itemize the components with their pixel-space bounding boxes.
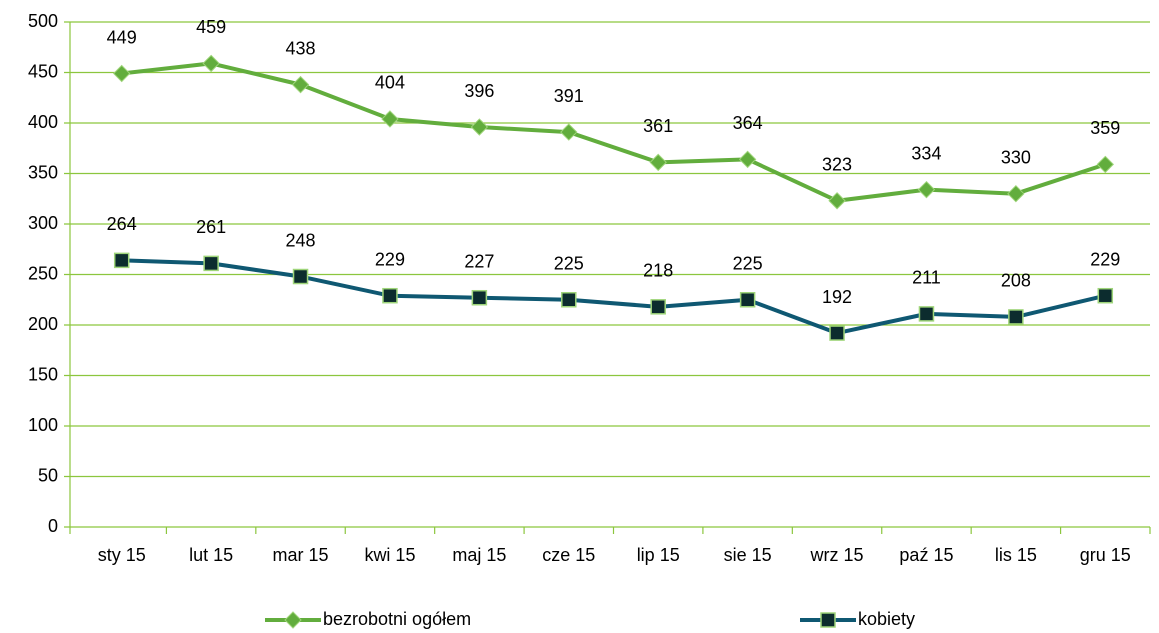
data-label: 396 [464,81,494,101]
data-label: 211 [912,268,941,288]
data-label: 229 [1090,249,1120,269]
marker [649,153,667,172]
series-line [121,61,1106,203]
x-tick-label: maj 15 [452,545,506,565]
data-label: 438 [286,38,316,58]
y-tick-label: 400 [28,112,58,132]
data-label: 264 [107,214,137,234]
data-label: 449 [107,27,137,47]
marker [470,118,489,136]
y-tick-label: 50 [38,465,58,485]
data-label: 227 [464,251,494,271]
data-label: 225 [554,254,584,274]
marker [650,299,666,315]
y-tick-label: 450 [28,61,58,81]
x-tick-label: kwi 15 [364,545,415,565]
y-tick-label: 300 [28,213,58,233]
series-line [121,258,1106,336]
data-label: 404 [375,73,405,93]
x-tick-label: paź 15 [899,545,953,565]
y-tick-label: 250 [28,263,58,283]
marker [292,268,309,285]
marker [560,123,578,141]
x-tick-label: lip 15 [637,545,680,565]
marker [828,192,846,210]
marker [561,292,577,308]
marker [113,252,130,269]
x-tick-label: sie 15 [724,545,772,565]
marker [382,287,398,304]
x-tick-label: gru 15 [1080,545,1131,565]
y-tick-label: 200 [28,314,58,334]
x-tick-label: cze 15 [542,545,595,565]
data-label: 361 [643,116,673,136]
data-label: 391 [554,86,584,106]
marker [202,54,220,73]
marker [203,255,219,272]
data-label: 359 [1090,118,1120,138]
data-label: 261 [196,217,226,237]
marker [1007,184,1025,203]
marker [113,64,131,83]
marker [471,289,488,306]
x-tick-label: mar 15 [273,545,329,565]
y-tick-label: 500 [28,11,58,31]
y-tick-label: 100 [28,415,58,435]
x-tick-label: sty 15 [98,545,146,565]
marker [1097,287,1114,304]
marker [1008,309,1024,325]
data-label: 192 [822,287,852,307]
y-tick-label: 350 [28,162,58,182]
marker [917,180,936,199]
data-label: 334 [911,143,941,163]
legend-marker [820,612,836,628]
x-tick-label: wrz 15 [810,545,864,565]
marker [829,325,845,341]
legend-label: kobiety [858,609,915,629]
data-label: 330 [1001,147,1031,167]
data-label: 364 [733,113,763,133]
legend-marker [284,611,302,629]
x-tick-label: lut 15 [189,545,233,565]
x-tick-label: lis 15 [995,545,1037,565]
data-label: 323 [822,155,852,175]
marker [918,306,935,322]
data-label: 459 [196,17,226,37]
data-label: 225 [733,254,763,274]
data-label: 229 [375,249,405,269]
data-label: 248 [286,230,316,250]
data-label: 208 [1001,271,1031,291]
marker [739,292,756,308]
y-tick-label: 150 [28,364,58,384]
legend-label: bezrobotni ogółem [323,609,471,629]
marker [738,150,757,169]
marker [1096,155,1114,174]
y-tick-label: 0 [48,516,58,536]
marker [381,110,399,128]
data-label: 218 [643,261,673,281]
marker [291,75,310,94]
